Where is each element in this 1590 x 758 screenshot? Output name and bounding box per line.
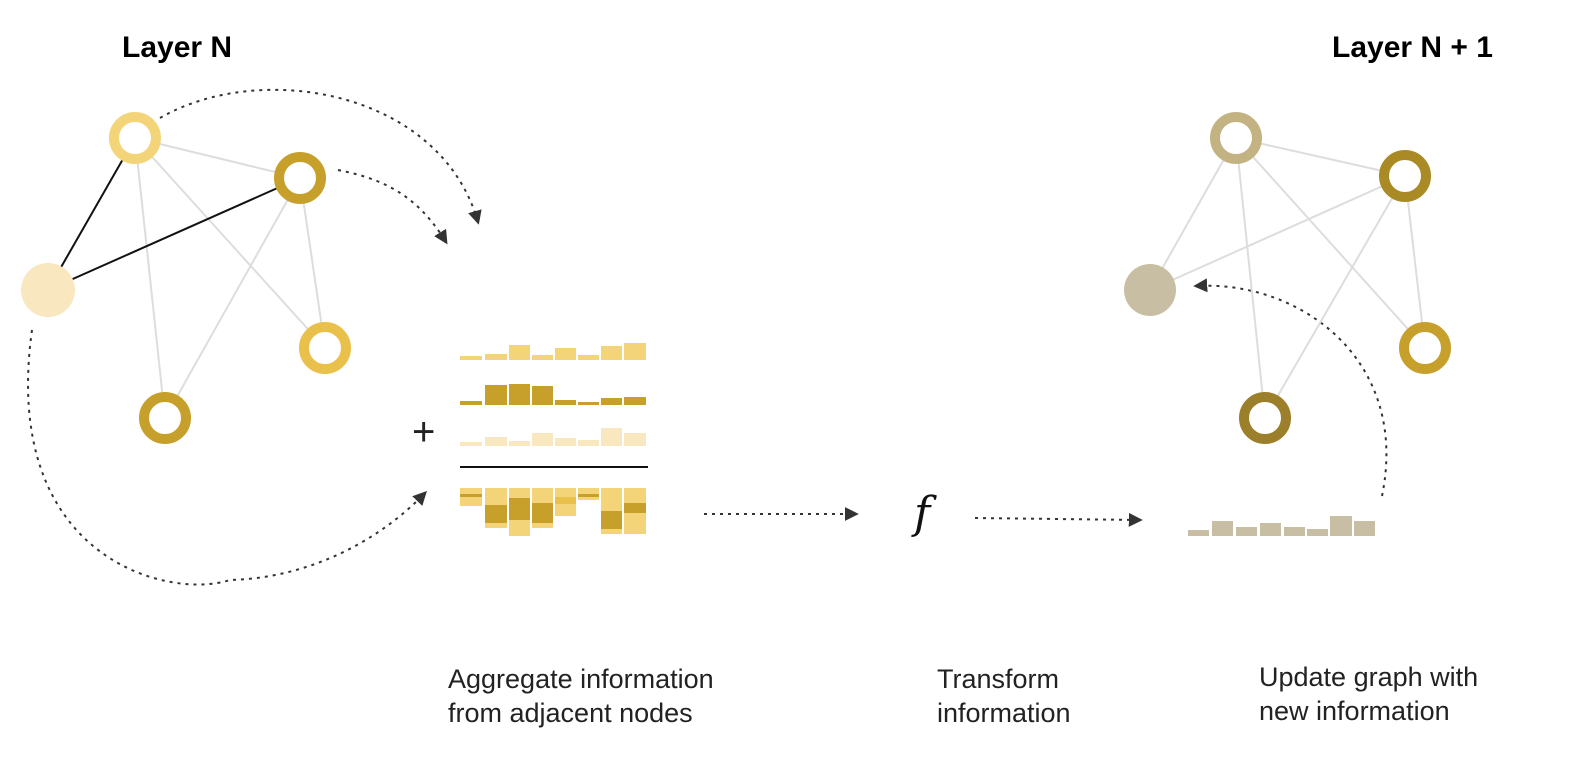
bar xyxy=(601,398,622,405)
node-ring xyxy=(299,322,351,374)
title-layer-n-plus-1: Layer N + 1 xyxy=(1332,31,1493,64)
bar xyxy=(532,503,553,523)
arrow-update xyxy=(1193,278,1388,497)
bar xyxy=(555,348,576,360)
caption-transform-line-1: Transform xyxy=(937,664,1059,694)
edge xyxy=(1235,137,1266,419)
edge xyxy=(134,137,301,179)
node-ring xyxy=(1379,150,1431,202)
message-arrows xyxy=(27,88,482,586)
bar xyxy=(1284,527,1305,536)
node-ring xyxy=(1239,392,1291,444)
edges-layer-n-plus-1 xyxy=(1149,137,1426,419)
bar xyxy=(509,384,530,405)
bar xyxy=(555,497,576,504)
title-layer-n: Layer N xyxy=(122,31,232,64)
bar xyxy=(460,401,482,405)
caption-update-line-2: new information xyxy=(1259,696,1450,726)
bar xyxy=(578,402,599,405)
bar xyxy=(532,355,553,360)
bar xyxy=(509,441,530,446)
node-target xyxy=(21,263,75,317)
edges-to-target-node xyxy=(47,137,301,291)
bar xyxy=(624,433,646,446)
bar xyxy=(485,437,507,446)
bar xyxy=(460,442,482,446)
bar xyxy=(578,440,599,446)
arrow-message xyxy=(337,169,448,245)
bar xyxy=(555,438,576,446)
feature-vector xyxy=(460,343,646,360)
graph-layer-n xyxy=(21,112,351,444)
bar xyxy=(578,494,599,497)
bar xyxy=(485,385,507,405)
arrow-message xyxy=(159,88,482,225)
bar xyxy=(1236,527,1257,536)
node-ring xyxy=(274,152,326,204)
edge xyxy=(299,177,326,349)
bar xyxy=(485,354,507,360)
bar xyxy=(1188,530,1209,536)
edge xyxy=(1149,137,1237,291)
plus-sign: + xyxy=(412,410,435,454)
node-ring xyxy=(109,112,161,164)
bar xyxy=(509,345,530,360)
transform-function: f xyxy=(911,488,937,539)
arrow-self xyxy=(27,329,427,586)
edge xyxy=(134,137,166,419)
caption-aggregate-line-1: Aggregate information xyxy=(448,664,714,694)
edge xyxy=(1235,137,1406,177)
bar xyxy=(601,346,622,360)
bar xyxy=(1212,521,1233,536)
bar xyxy=(1354,521,1375,536)
bar xyxy=(624,503,646,513)
edge xyxy=(1149,175,1406,291)
bar xyxy=(601,511,622,529)
aggregation-vectors xyxy=(460,343,648,536)
feature-vector xyxy=(460,428,646,446)
edges-layer-n xyxy=(134,137,326,419)
edge xyxy=(164,177,301,419)
bar xyxy=(532,433,553,446)
bar xyxy=(532,386,553,405)
bar xyxy=(460,494,482,497)
bar xyxy=(601,428,622,446)
bar xyxy=(1307,529,1328,536)
edge xyxy=(1264,175,1406,419)
bar xyxy=(485,505,507,523)
arrow-to-result xyxy=(974,512,1143,527)
bar xyxy=(1260,523,1281,536)
node-updated xyxy=(1124,264,1176,316)
caption-update: Update graph with new information xyxy=(1259,662,1486,726)
bar xyxy=(509,498,530,520)
feature-vector xyxy=(460,384,646,405)
result-vector xyxy=(1188,516,1375,536)
caption-transform-line-2: information xyxy=(937,698,1071,728)
caption-update-line-1: Update graph with xyxy=(1259,662,1478,692)
caption-transform: Transform information xyxy=(937,664,1071,728)
bar xyxy=(624,343,646,360)
bar xyxy=(555,400,576,405)
edge-highlighted xyxy=(47,137,136,291)
edge xyxy=(1235,137,1426,349)
node-ring xyxy=(139,392,191,444)
caption-aggregate: Aggregate information from adjacent node… xyxy=(448,664,721,728)
bar xyxy=(624,397,646,405)
bar xyxy=(460,356,482,360)
caption-aggregate-line-2: from adjacent nodes xyxy=(448,698,693,728)
bar xyxy=(578,355,599,360)
node-ring xyxy=(1210,112,1262,164)
graph-layer-n-plus-1 xyxy=(1124,112,1451,444)
node-ring xyxy=(1399,322,1451,374)
summed-vector xyxy=(460,488,646,536)
edge xyxy=(1404,175,1426,349)
edge-highlighted xyxy=(47,177,301,291)
edge xyxy=(134,137,326,349)
bar xyxy=(1330,516,1352,536)
